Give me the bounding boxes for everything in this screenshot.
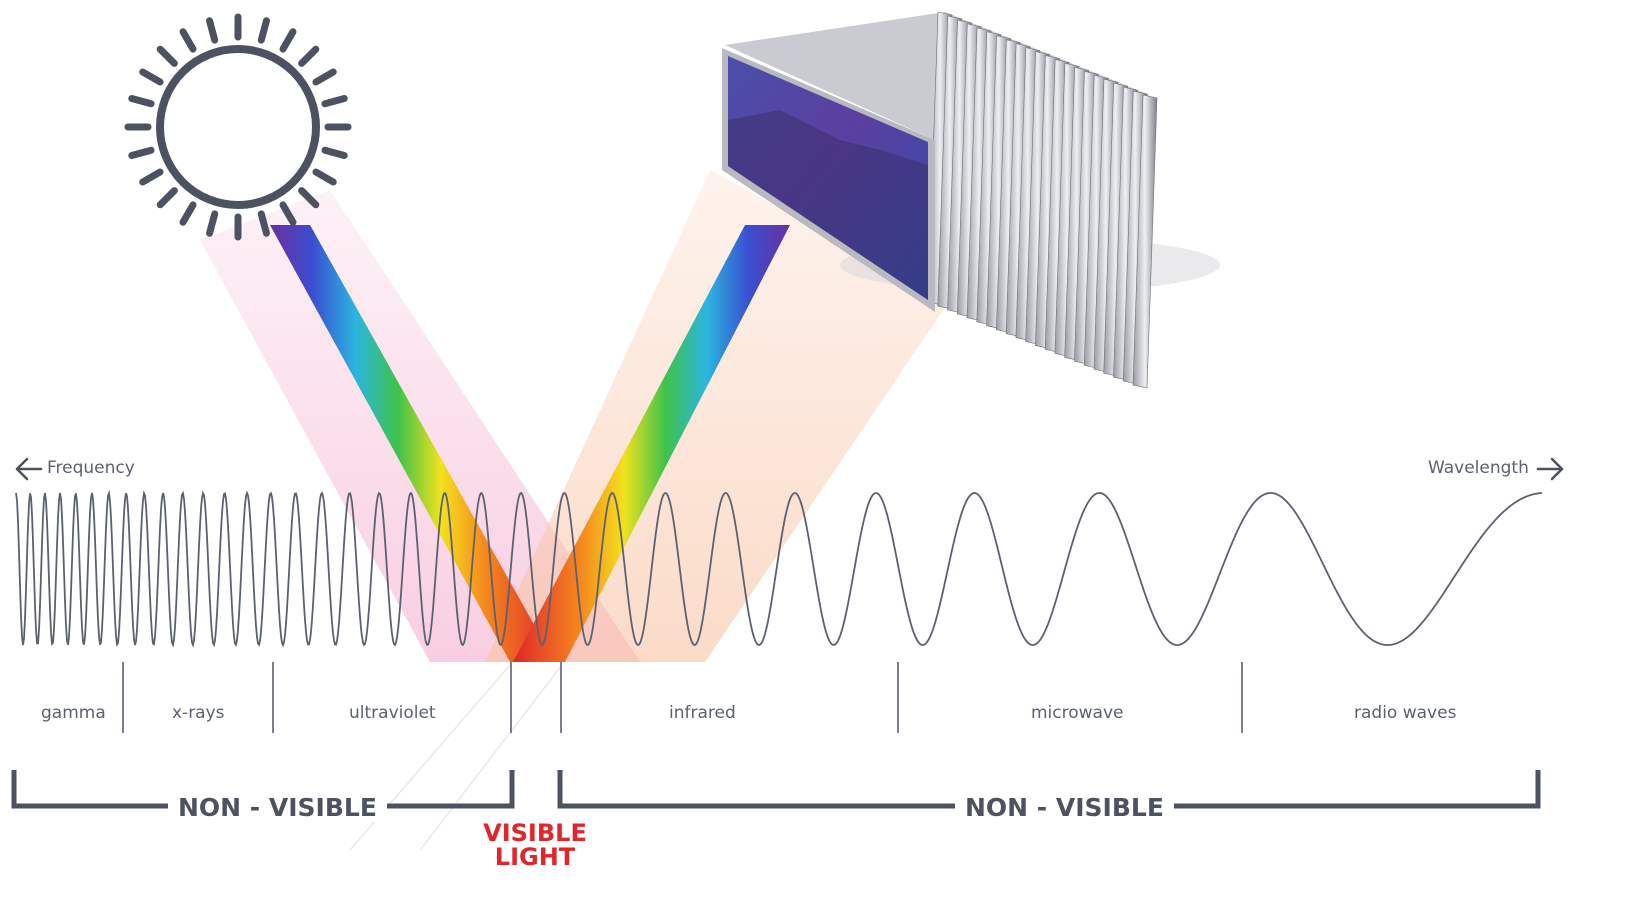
sun-ray <box>321 146 348 159</box>
sun-ray <box>206 210 219 237</box>
visible-light-label: VISIBLE LIGHT <box>475 821 595 869</box>
sun-icon <box>124 13 352 241</box>
sun-ray <box>312 168 337 186</box>
band-label-radio-waves: radio waves <box>1354 703 1457 723</box>
sun-ray <box>312 68 337 86</box>
band-label-ultraviolet: ultraviolet <box>349 703 436 723</box>
band-label-x-rays: x-rays <box>172 703 225 723</box>
sun-ray <box>298 187 320 209</box>
sun-ray <box>156 187 178 209</box>
sun-ray <box>128 146 155 159</box>
wavelength-label: Wavelength <box>1428 458 1529 478</box>
frequency-label: Frequency <box>47 458 135 478</box>
sun-ray <box>156 45 178 67</box>
sun-ray <box>298 45 320 67</box>
sun-ray <box>321 95 348 108</box>
hyperspectral-camera-icon <box>722 11 1220 389</box>
frequency-arrow-icon <box>15 457 43 481</box>
visible-light-line1: VISIBLE <box>483 819 587 847</box>
sun-ray <box>257 17 270 44</box>
sun-ray <box>139 168 164 186</box>
sun-ray <box>257 210 270 237</box>
heat-sink-fin <box>1132 94 1158 389</box>
left-non-visible-label: NON - VISIBLE <box>168 793 387 822</box>
band-label-gamma: gamma <box>41 703 106 723</box>
sun-ray <box>179 28 197 53</box>
right-rainbow-beam <box>513 225 790 662</box>
sun-ray <box>128 95 155 108</box>
visible-light-line2: LIGHT <box>494 843 576 871</box>
right-non-visible-label: NON - VISIBLE <box>955 793 1174 822</box>
sun-ray <box>279 201 297 226</box>
sun-ray <box>206 17 219 44</box>
band-dividers <box>122 662 1243 733</box>
sun-ray <box>139 68 164 86</box>
sun-ray <box>279 28 297 53</box>
left-rainbow-beam <box>270 225 555 662</box>
sun-ray <box>179 201 197 226</box>
em-wave <box>15 489 1543 648</box>
band-label-infrared: infrared <box>669 703 736 723</box>
wavelength-arrow-icon <box>1536 457 1564 481</box>
band-label-microwave: microwave <box>1031 703 1124 723</box>
